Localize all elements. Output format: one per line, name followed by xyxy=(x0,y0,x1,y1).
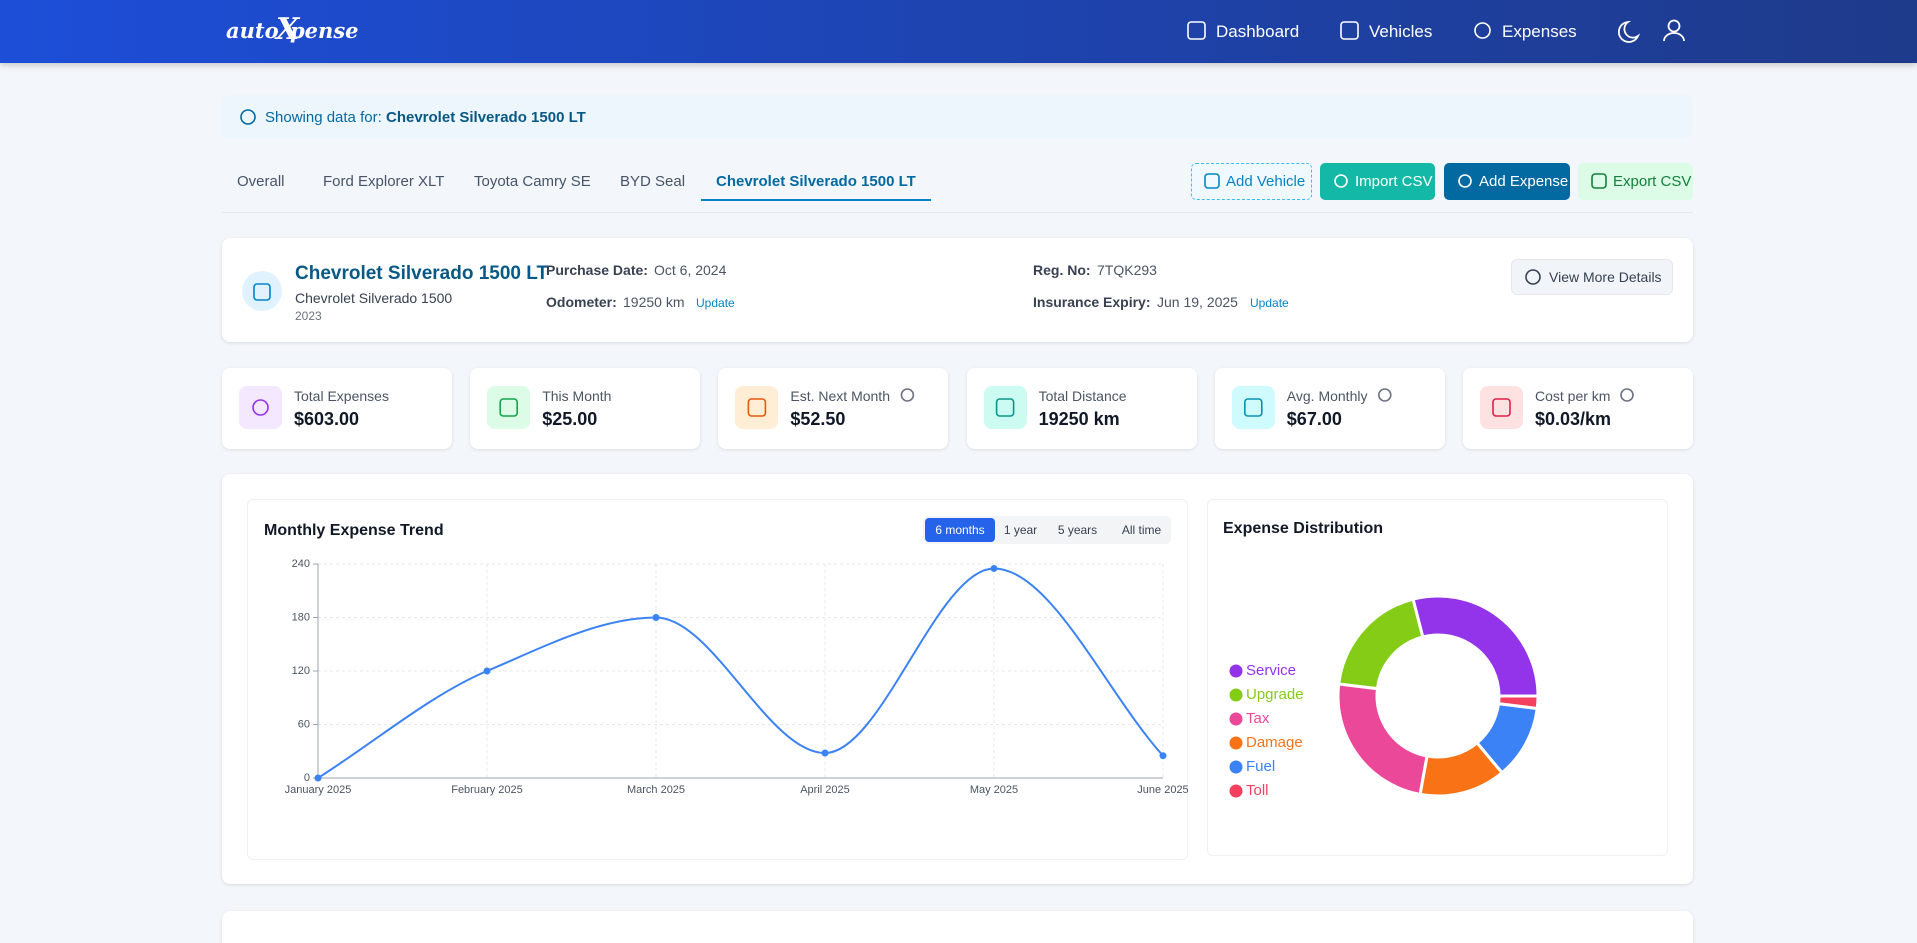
notice-bar xyxy=(222,95,1693,138)
stat-value: $0.03/km xyxy=(1535,409,1612,429)
nav-link[interactable]: Expenses xyxy=(1502,22,1577,41)
stat-label: Total Expenses xyxy=(294,388,389,404)
details-label[interactable]: View More Details xyxy=(1549,269,1662,285)
nav-link[interactable]: Dashboard xyxy=(1216,22,1300,41)
vehicle-card xyxy=(222,238,1693,342)
stat-label: Est. Next Month xyxy=(790,388,890,404)
stat-icon-bg xyxy=(1231,386,1275,429)
stat-icon-bg xyxy=(239,386,282,429)
stat-icon-bg xyxy=(487,386,531,429)
action-button[interactable] xyxy=(1191,163,1312,200)
distribution-card xyxy=(1207,499,1668,856)
stat-label: Avg. Monthly xyxy=(1286,388,1368,404)
tab-divider xyxy=(222,212,1693,213)
vehicle-year: 2023 xyxy=(295,309,322,323)
logo-text: auto xyxy=(226,18,279,43)
stat-label: This Month xyxy=(542,388,612,404)
field-label: Insurance Expiry: xyxy=(1033,294,1151,310)
logo-text: pense xyxy=(290,18,359,43)
tab[interactable]: Overall xyxy=(237,173,285,190)
stat-icon-bg xyxy=(983,386,1027,429)
action-label[interactable]: Add Expense xyxy=(1479,173,1569,190)
field-value: 7TQK293 xyxy=(1097,262,1157,278)
vehicle-name: Chevrolet Silverado 1500 LT xyxy=(295,263,549,284)
trend-card xyxy=(247,499,1188,860)
tab-underline xyxy=(701,199,931,201)
update-link[interactable]: Update xyxy=(696,296,735,310)
nav-link[interactable]: Vehicles xyxy=(1369,22,1433,41)
next-card xyxy=(222,911,1693,943)
action-label[interactable]: Export CSV xyxy=(1613,173,1692,190)
stat-label: Cost per km xyxy=(1535,388,1611,404)
field-value: Jun 19, 2025 xyxy=(1157,294,1238,310)
field-label: Purchase Date: xyxy=(546,262,648,278)
action-label[interactable]: Import CSV xyxy=(1355,173,1433,190)
notice-vehicle: Chevrolet Silverado 1500 LT xyxy=(386,109,586,126)
tab[interactable]: Toyota Camry SE xyxy=(474,173,591,190)
logo-mark: X xyxy=(276,12,300,47)
stat-value: $603.00 xyxy=(294,409,360,429)
stat-value: 19250 km xyxy=(1038,409,1120,429)
top-bar xyxy=(0,0,1917,63)
stat-value: $25.00 xyxy=(542,409,598,429)
stat-value: $52.50 xyxy=(790,409,846,429)
stat-label: Total Distance xyxy=(1038,388,1127,404)
stat-value: $67.00 xyxy=(1286,409,1342,429)
field-value: Oct 6, 2024 xyxy=(654,262,727,278)
update-link[interactable]: Update xyxy=(1250,296,1289,310)
field-label: Reg. No: xyxy=(1033,262,1091,278)
action-label[interactable]: Add Vehicle xyxy=(1226,173,1306,190)
field-label: Odometer: xyxy=(546,294,617,310)
vehicle-model: Chevrolet Silverado 1500 xyxy=(295,290,453,306)
field-value: 19250 km xyxy=(623,294,685,310)
stat-icon-bg xyxy=(735,386,779,429)
tab[interactable]: Ford Explorer XLT xyxy=(323,173,445,190)
notice-label: Showing data for: xyxy=(265,109,382,126)
tab[interactable]: Chevrolet Silverado 1500 LT xyxy=(716,173,916,190)
stat-icon-bg xyxy=(1480,386,1523,429)
tab[interactable]: BYD Seal xyxy=(620,173,686,190)
